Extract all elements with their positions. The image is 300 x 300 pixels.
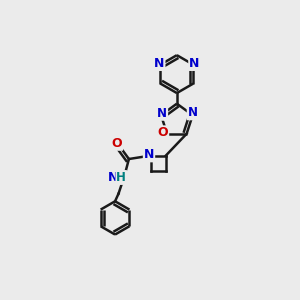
Text: O: O — [158, 126, 168, 139]
Text: N: N — [108, 171, 119, 184]
Text: O: O — [112, 137, 122, 150]
Text: N: N — [188, 106, 198, 119]
Text: N: N — [154, 57, 164, 70]
Text: N: N — [157, 107, 167, 120]
Text: H: H — [116, 171, 126, 184]
Text: N: N — [189, 57, 200, 70]
Text: N: N — [144, 148, 154, 161]
